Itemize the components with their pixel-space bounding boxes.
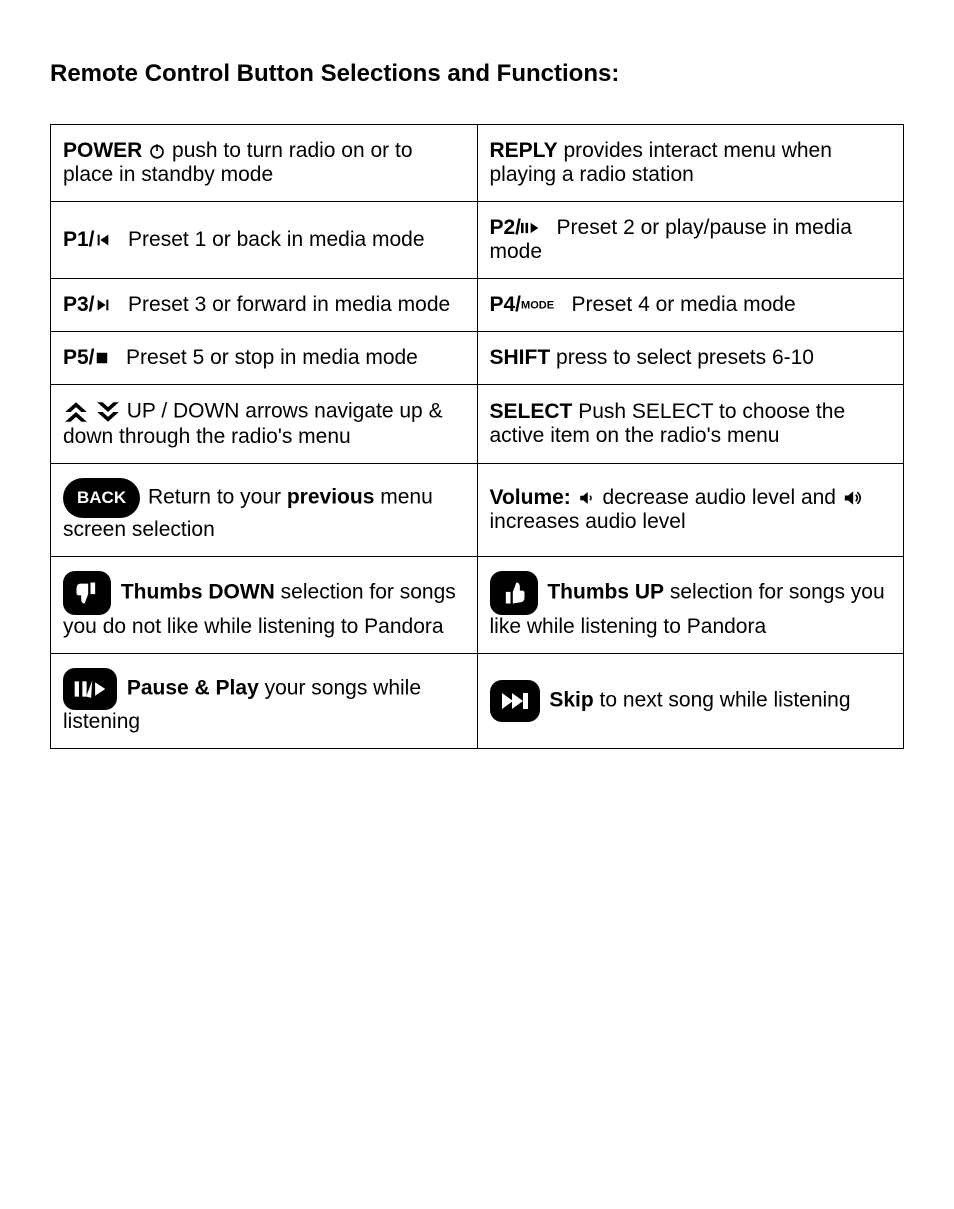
cell-thumbs-down: Thumbs DOWN selection for songs you do n… [51, 557, 478, 654]
cell-volume: Volume: decrease audio level and increas… [477, 464, 904, 557]
cell-select: SELECT Push SELECT to choose the active … [477, 385, 904, 464]
pause-play-icon [73, 676, 107, 702]
thumbs-down-label: Thumbs DOWN [121, 581, 275, 604]
thumbs-up-badge [490, 571, 538, 615]
pause-play-badge [63, 668, 117, 710]
functions-table: POWER push to turn radio on or to place … [50, 124, 904, 749]
power-icon [148, 142, 166, 160]
cell-pause-play: Pause & Play your songs while listening [51, 654, 478, 749]
table-row: P5/ Preset 5 or stop in media mode SHIFT… [51, 332, 904, 385]
cell-updown: UP / DOWN arrows navigate up & down thro… [51, 385, 478, 464]
skip-badge [490, 680, 540, 722]
p5-text: Preset 5 or stop in media mode [126, 346, 418, 369]
volume-low-icon [577, 489, 597, 507]
cell-power: POWER push to turn radio on or to place … [51, 125, 478, 202]
p5-label: P5/ [63, 346, 95, 369]
p1-label: P1/ [63, 228, 95, 251]
p1-text: Preset 1 or back in media mode [128, 228, 424, 251]
volume-high-icon [842, 488, 866, 508]
cell-reply: REPLY provides interact menu when playin… [477, 125, 904, 202]
p3-label: P3/ [63, 293, 95, 316]
cell-back: BACK Return to your previous menu screen… [51, 464, 478, 557]
stop-icon [95, 351, 109, 365]
thumbs-down-badge [63, 571, 111, 615]
cell-skip: Skip to next song while listening [477, 654, 904, 749]
table-row: P1/ Preset 1 or back in media mode P2/ P… [51, 202, 904, 279]
thumbs-up-icon [500, 579, 528, 607]
pause-play-label: Pause & Play [127, 677, 259, 700]
cell-thumbs-up: Thumbs UP selection for songs you like w… [477, 557, 904, 654]
table-row: P3/ Preset 3 or forward in media mode P4… [51, 279, 904, 332]
shift-label: SHIFT [490, 346, 551, 369]
cell-p5: P5/ Preset 5 or stop in media mode [51, 332, 478, 385]
chevron-down-icon [95, 399, 121, 425]
p2-text: Preset 2 or play/pause in media mode [490, 216, 852, 263]
cell-p2: P2/ Preset 2 or play/pause in media mode [477, 202, 904, 279]
volume-label: Volume: [490, 486, 571, 509]
reply-label: REPLY [490, 139, 558, 162]
table-row: UP / DOWN arrows navigate up & down thro… [51, 385, 904, 464]
back-text-a: Return to your [148, 486, 287, 509]
p4-label: P4/ [490, 293, 522, 316]
cell-p4: P4/MODE Preset 4 or media mode [477, 279, 904, 332]
play-pause-icon [521, 220, 539, 236]
table-row: POWER push to turn radio on or to place … [51, 125, 904, 202]
mode-label: MODE [521, 299, 554, 311]
cell-shift: SHIFT press to select presets 6-10 [477, 332, 904, 385]
table-row: Thumbs DOWN selection for songs you do n… [51, 557, 904, 654]
volume-text-b: increases audio level [490, 510, 686, 533]
thumbs-down-icon [73, 579, 101, 607]
skip-text: to next song while listening [600, 689, 851, 712]
p3-text: Preset 3 or forward in media mode [128, 293, 450, 316]
thumbs-up-label: Thumbs UP [547, 581, 664, 604]
table-row: BACK Return to your previous menu screen… [51, 464, 904, 557]
chevron-up-icon [63, 399, 89, 425]
skip-next-icon [500, 688, 530, 714]
p2-label: P2/ [490, 216, 522, 239]
cell-p3: P3/ Preset 3 or forward in media mode [51, 279, 478, 332]
back-badge: BACK [63, 478, 140, 518]
page-title: Remote Control Button Selections and Fun… [50, 60, 904, 88]
skip-forward-icon [95, 297, 111, 313]
back-text-b: previous [287, 486, 375, 509]
volume-text-a: decrease audio level and [602, 486, 836, 509]
p4-text: Preset 4 or media mode [572, 293, 796, 316]
power-label: POWER [63, 139, 142, 162]
select-label: SELECT [490, 400, 573, 423]
skip-back-icon [95, 232, 111, 248]
table-row: Pause & Play your songs while listening … [51, 654, 904, 749]
shift-text: press to select presets 6-10 [556, 346, 814, 369]
cell-p1: P1/ Preset 1 or back in media mode [51, 202, 478, 279]
skip-label: Skip [549, 689, 593, 712]
